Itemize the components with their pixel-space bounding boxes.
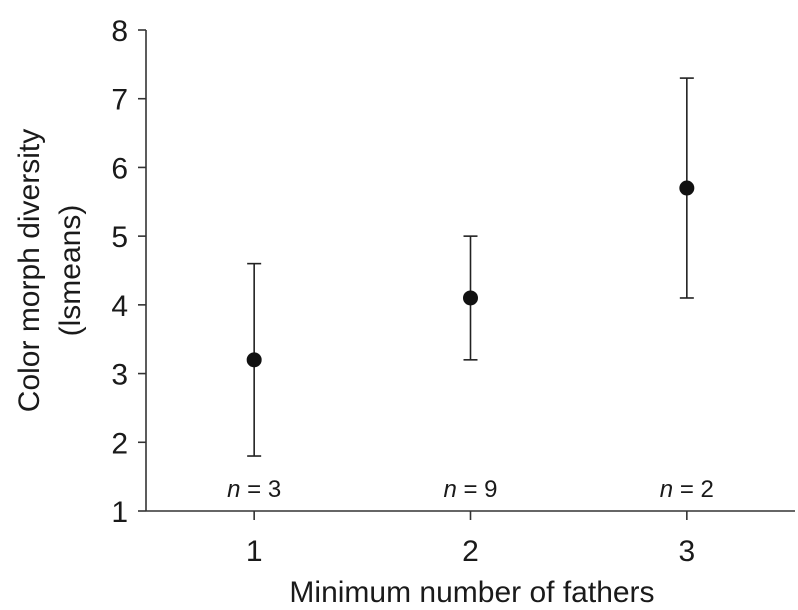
sample-size-variable: n — [443, 476, 456, 503]
sample-size-label: n = 9 — [443, 476, 497, 503]
y-tick-label: 8 — [111, 15, 128, 48]
y-tick-label: 2 — [111, 427, 128, 460]
y-tick-label: 5 — [111, 221, 128, 254]
y-axis-title-line-2: (lsmeans) — [54, 205, 87, 337]
sample-size-label: n = 3 — [227, 476, 281, 503]
data-point-group — [463, 235, 478, 361]
x-tick-label: 3 — [678, 535, 695, 568]
data-point-marker — [246, 352, 262, 368]
data-point-group — [246, 262, 262, 457]
y-axis-title-line-1: Color morph diversity — [13, 129, 46, 412]
x-axis-ticks: 1 2 3 — [246, 511, 695, 568]
sample-size-label: n = 2 — [660, 476, 714, 503]
y-tick-label: 3 — [111, 359, 128, 392]
x-tick-label: 1 — [246, 535, 263, 568]
y-axis-ticks: 1 2 3 4 5 6 7 8 — [111, 15, 146, 529]
y-tick-label: 4 — [111, 290, 128, 323]
x-tick-label: 2 — [462, 535, 479, 568]
sample-size-variable: n — [227, 476, 240, 503]
y-tick-label: 1 — [111, 496, 128, 529]
data-point-marker — [679, 180, 695, 196]
y-tick-label: 6 — [111, 152, 128, 185]
data-point-group — [679, 77, 695, 299]
sample-size-variable: n — [660, 476, 673, 503]
y-tick-label: 7 — [111, 84, 128, 117]
sample-size-value: = 3 — [240, 476, 281, 503]
sample-size-value: = 2 — [673, 476, 714, 503]
x-axis-title: Minimum number of fathers — [289, 576, 654, 609]
sample-size-value: = 9 — [457, 476, 498, 503]
data-series — [246, 77, 695, 457]
data-point-marker — [463, 290, 478, 306]
